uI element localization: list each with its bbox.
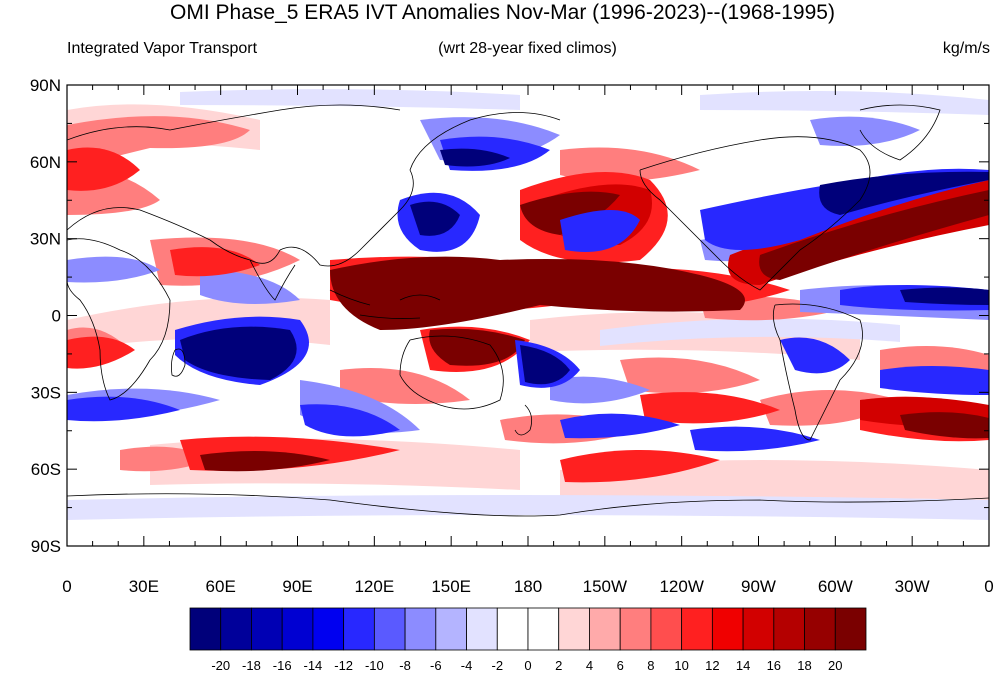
colorbar-label: -4 bbox=[461, 658, 473, 673]
map-tick-labels: 90N 60N 30N 0 30S 60S 90S 0 30E 60E 90E 120E 150E 180… bbox=[30, 76, 994, 596]
colorbar-labels: -20 -18 -16 -14 -12 -10 -8 -6 -4 -2 0 2 4 6 8 10 12 14 16 1… bbox=[211, 658, 842, 673]
lat-tick-label: 0 bbox=[52, 307, 61, 326]
lat-tick-label: 30N bbox=[30, 230, 61, 249]
lon-tick-label: 150E bbox=[431, 577, 471, 596]
colorbar-box bbox=[220, 607, 252, 651]
lat-tick-label: 90N bbox=[30, 76, 61, 95]
colorbar-box bbox=[558, 607, 590, 651]
chart-title: OMI Phase_5 ERA5 IVT Anomalies Nov-Mar (… bbox=[170, 1, 835, 24]
colorbar-box bbox=[251, 607, 283, 651]
colorbar-box bbox=[711, 607, 744, 651]
lon-tick-label: 30E bbox=[129, 577, 159, 596]
lon-tick-label: 120W bbox=[659, 577, 703, 596]
colorbar-box bbox=[834, 607, 867, 651]
variable-label: Integrated Vapor Transport bbox=[67, 40, 258, 57]
lon-tick-label: 120E bbox=[354, 577, 394, 596]
lat-tick-label: 60S bbox=[31, 460, 61, 479]
lat-tick-label: 30S bbox=[31, 383, 61, 402]
anomaly-field bbox=[67, 89, 989, 520]
colorbar-box bbox=[619, 607, 652, 651]
colorbar-label: 12 bbox=[705, 658, 719, 673]
colorbar-box bbox=[650, 607, 683, 651]
lon-tick-label: 60E bbox=[206, 577, 236, 596]
colorbar-box bbox=[404, 607, 437, 651]
lon-tick-label: 60W bbox=[818, 577, 853, 596]
colorbar-label: 10 bbox=[674, 658, 688, 673]
colorbar-label: 2 bbox=[555, 658, 562, 673]
colorbar-box bbox=[343, 607, 375, 651]
colorbar-box bbox=[373, 607, 406, 651]
colorbar-label: -12 bbox=[334, 658, 353, 673]
colorbar-label: 18 bbox=[797, 658, 811, 673]
units-label: kg/m/s bbox=[942, 40, 990, 57]
lon-tick-label: 90E bbox=[282, 577, 312, 596]
lon-tick-label: 30W bbox=[895, 577, 930, 596]
colorbar-label: 8 bbox=[647, 658, 654, 673]
colorbar-label: -2 bbox=[491, 658, 503, 673]
lon-tick-label: 90W bbox=[741, 577, 776, 596]
colorbar-box bbox=[435, 607, 467, 651]
colorbar-label: -20 bbox=[211, 658, 230, 673]
colorbar-box bbox=[496, 607, 529, 651]
colorbar-box bbox=[742, 607, 775, 651]
map-ticks bbox=[66, 84, 990, 547]
climatology-note: (wrt 28-year fixed climos) bbox=[438, 40, 617, 57]
colorbar-box bbox=[527, 607, 560, 651]
colorbar-box bbox=[773, 607, 805, 651]
lon-tick-label: 0 bbox=[984, 577, 993, 596]
colorbar-box bbox=[804, 607, 836, 651]
colorbar-label: -8 bbox=[399, 658, 411, 673]
colorbar-label: -16 bbox=[273, 658, 292, 673]
lat-tick-label: 60N bbox=[30, 153, 61, 172]
colorbar-label: 16 bbox=[767, 658, 781, 673]
lon-tick-label: 150W bbox=[583, 577, 627, 596]
anomaly-map: 90N 60N 30N 0 30S 60S 90S 0 30E 60E 90E 120E 150E 180… bbox=[30, 76, 994, 596]
colorbar-label: 0 bbox=[524, 658, 531, 673]
colorbar-box bbox=[312, 607, 345, 651]
colorbar-box bbox=[681, 607, 713, 651]
lon-tick-label: 0 bbox=[62, 577, 71, 596]
colorbar-label: 4 bbox=[586, 658, 593, 673]
colorbar-label: 20 bbox=[828, 658, 842, 673]
colorbar-label: -18 bbox=[242, 658, 261, 673]
colorbar-label: -14 bbox=[304, 658, 323, 673]
colorbar-label: 14 bbox=[736, 658, 750, 673]
coastlines bbox=[67, 104, 989, 517]
colorbar-box bbox=[466, 607, 498, 651]
colorbar-box bbox=[281, 607, 314, 651]
colorbar-label: -6 bbox=[430, 658, 442, 673]
colorbar-boxes bbox=[189, 607, 867, 651]
colorbar-box bbox=[589, 607, 621, 651]
colorbar-box bbox=[189, 607, 222, 651]
lat-tick-label: 90S bbox=[31, 537, 61, 556]
colorbar-label: 6 bbox=[617, 658, 624, 673]
lon-tick-label: 180 bbox=[514, 577, 542, 596]
colorbar-label: -10 bbox=[365, 658, 384, 673]
